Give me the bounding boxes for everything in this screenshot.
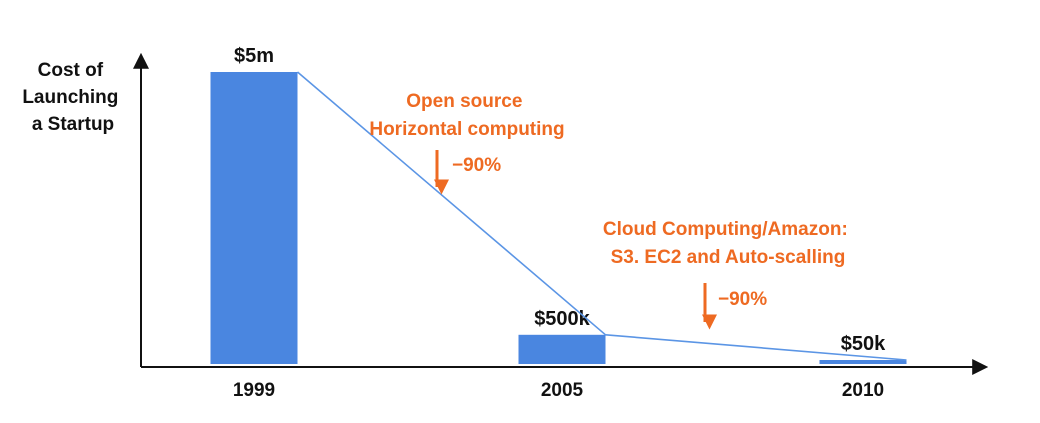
bar-value-label: $500k [534,308,590,330]
annotation-line: Cloud Computing/Amazon: [603,219,848,240]
annotation-text: Cloud Computing/Amazon: S3. EC2 and Auto… [603,219,853,268]
y-axis-label: Cost of Launching a Startup [22,60,123,135]
x-tick-label: 2005 [541,380,584,401]
y-axis-label-line: Launching [22,87,118,108]
connector-line [296,71,607,336]
bar-2010 [819,360,907,364]
annotation-change: −90% [452,155,501,176]
x-tick-label: 2010 [842,380,884,401]
annotation-cloud-computing: Cloud Computing/Amazon: S3. EC2 and Auto… [603,219,853,330]
annotation-text: Open source Horizontal computing [369,91,564,140]
y-axis-label-line: a Startup [32,114,114,135]
annotation-line: Open source [406,91,522,112]
connector-line [605,334,907,361]
bar-value-label: $50k [841,333,886,355]
bar-2005 [518,334,606,364]
chart-marks: $5m 1999 $500k 2005 $50k 2010 [210,45,907,401]
bar-value-label: $5m [234,45,274,67]
annotation-line: Horizontal computing [369,119,564,140]
bar-1999 [210,72,298,364]
annotation-change: −90% [718,289,767,310]
y-axis-label-line: Cost of [38,60,104,81]
annotation-open-source: Open source Horizontal computing −90% [369,91,565,195]
annotation-line: S3. EC2 and Auto-scalling [611,247,846,268]
x-tick-label: 1999 [233,380,275,401]
